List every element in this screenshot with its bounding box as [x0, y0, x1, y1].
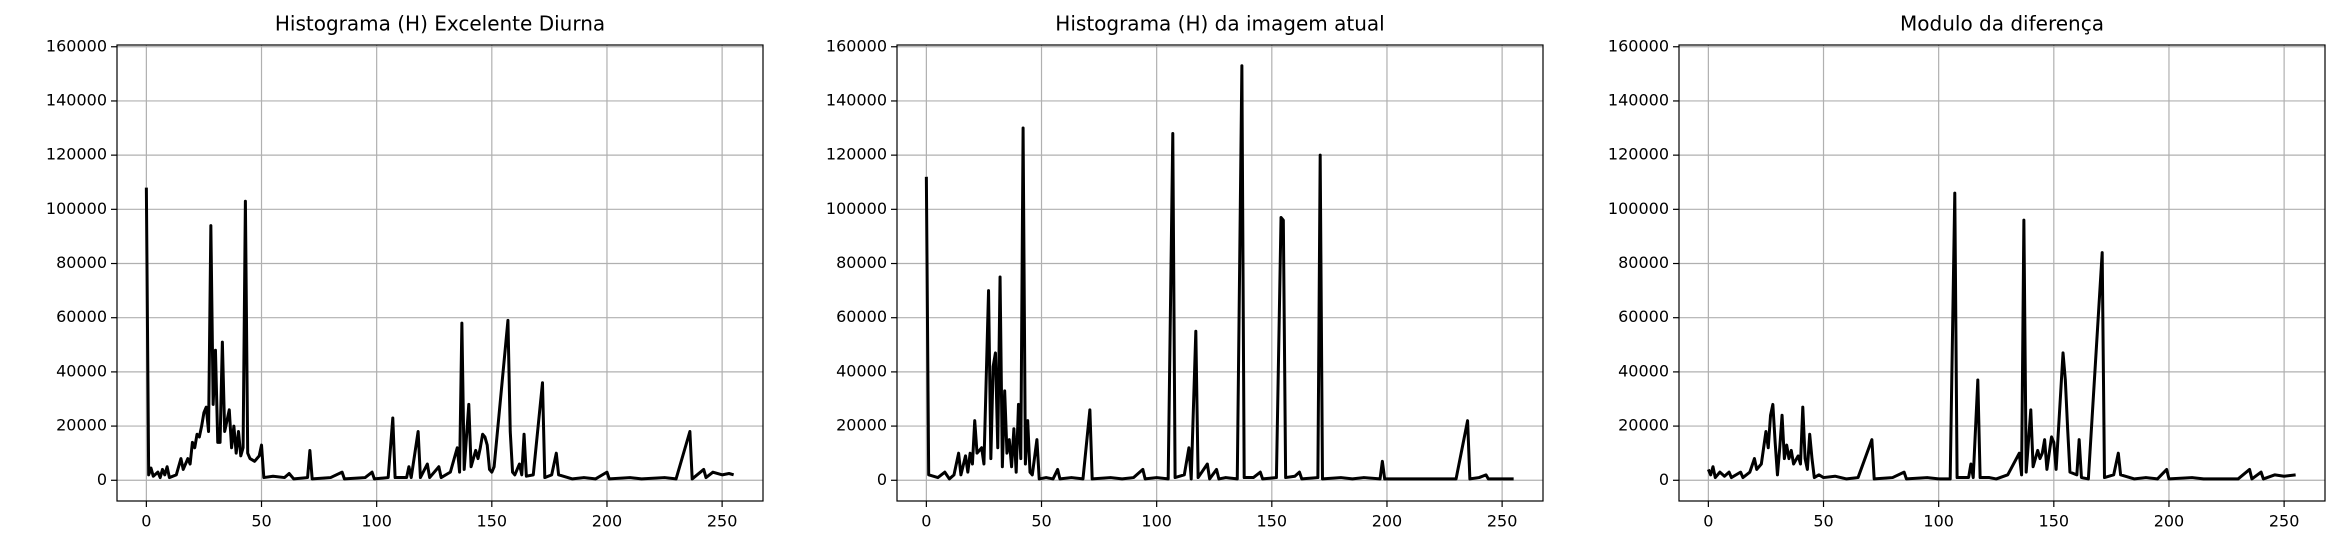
x-tick-label: 150 [2039, 512, 2070, 531]
x-tick-label: 0 [141, 512, 151, 531]
x-tick-label: 0 [1703, 512, 1713, 531]
y-tick-label: 20000 [1618, 416, 1669, 435]
y-tick-label: 160000 [46, 36, 107, 55]
y-tick-label: 20000 [836, 416, 887, 435]
x-tick-label: 50 [251, 512, 271, 531]
y-tick-label: 100000 [826, 199, 887, 218]
y-tick-label: 80000 [56, 253, 107, 272]
x-tick-label: 100 [1923, 512, 1954, 531]
y-tick-label: 100000 [1608, 199, 1669, 218]
axes-frame [1678, 44, 2326, 502]
y-tick-label: 40000 [56, 361, 107, 380]
x-tick-label: 200 [592, 512, 623, 531]
chart-title: Histograma (H) da imagem atual [1055, 12, 1384, 36]
y-tick-label: 60000 [836, 307, 887, 326]
x-tick-label: 250 [707, 512, 738, 531]
x-tick-label: 200 [1372, 512, 1403, 531]
y-tick-label: 60000 [56, 307, 107, 326]
x-tick-label: 150 [477, 512, 508, 531]
data-line [1706, 191, 2296, 481]
x-tick-label: 250 [1487, 512, 1518, 531]
y-tick-label: 120000 [826, 145, 887, 164]
x-tick-label: 50 [1813, 512, 1833, 531]
y-tick-label: 80000 [1618, 253, 1669, 272]
y-tick-label: 0 [877, 470, 887, 489]
y-tick-label: 100000 [46, 199, 107, 218]
y-tick-label: 20000 [56, 416, 107, 435]
x-tick-label: 250 [2269, 512, 2300, 531]
x-tick-label: 50 [1031, 512, 1051, 531]
x-tick-label: 100 [1141, 512, 1172, 531]
x-tick-label: 0 [921, 512, 931, 531]
axes-frame [896, 44, 1544, 502]
y-tick-label: 0 [97, 470, 107, 489]
y-tick-label: 120000 [46, 145, 107, 164]
x-tick-label: 200 [2154, 512, 2185, 531]
y-tick-label: 60000 [1618, 307, 1669, 326]
y-tick-label: 40000 [1618, 361, 1669, 380]
y-tick-label: 140000 [826, 90, 887, 109]
x-tick-label: 100 [361, 512, 392, 531]
y-tick-label: 140000 [46, 90, 107, 109]
x-tick-label: 150 [1257, 512, 1288, 531]
y-tick-label: 40000 [836, 361, 887, 380]
y-tick-label: 0 [1659, 470, 1669, 489]
axes-frame [116, 44, 764, 502]
chart-title: Histograma (H) Excelente Diurna [275, 12, 605, 36]
y-tick-label: 80000 [836, 253, 887, 272]
y-tick-label: 120000 [1608, 145, 1669, 164]
data-line [924, 64, 1514, 481]
data-line [144, 187, 735, 481]
y-tick-label: 160000 [1608, 36, 1669, 55]
y-tick-label: 140000 [1608, 90, 1669, 109]
y-tick-label: 160000 [826, 36, 887, 55]
chart-title: Modulo da diferença [1900, 12, 2104, 36]
